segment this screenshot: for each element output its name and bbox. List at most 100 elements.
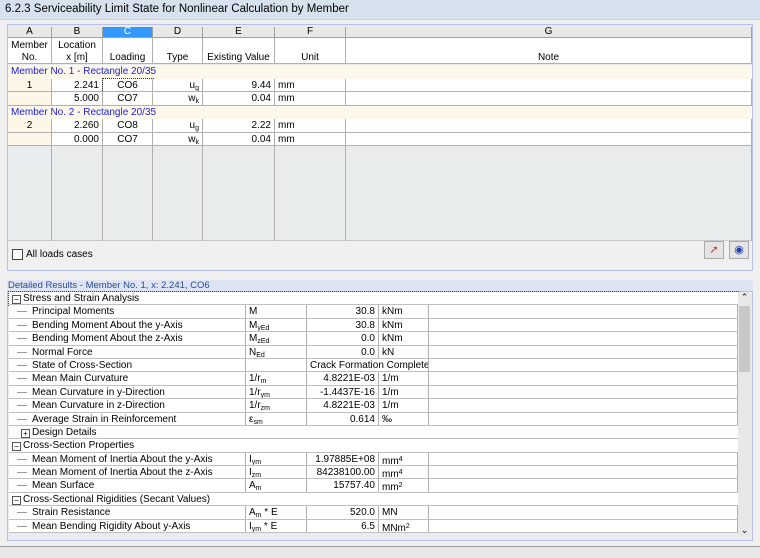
scroll-thumb[interactable] [739, 306, 750, 372]
location-x-cell[interactable]: 0.000 [52, 132, 103, 146]
type-cell[interactable]: wk [153, 132, 203, 146]
existing-value-cell[interactable]: 2.22 [203, 119, 275, 133]
item-value: 0.0 [307, 332, 379, 345]
collapse-icon[interactable]: − [12, 442, 21, 452]
type-cell[interactable]: wk [153, 92, 203, 106]
item-label: Mean Curvature in z-Direction [9, 399, 246, 412]
column-label-row: Member No. Location x [m] Loading Type Existin… [8, 38, 752, 64]
item-label: Bending Moment About the y-Axis [9, 318, 246, 332]
extra-cell [429, 519, 738, 533]
detail-row[interactable]: Bending Moment About the y-Axis MyEd 30.8 k… [9, 318, 738, 333]
loading-cell[interactable]: CO6 [102, 77, 154, 93]
table-row[interactable]: 2 2.260 CO8 ug 2.22 mm [8, 119, 752, 133]
label-line-1: Member [11, 40, 48, 51]
all-loads-checkbox[interactable]: All loads cases [12, 249, 93, 260]
member-group-header[interactable]: Member No. 1 - Rectangle 20/35 [8, 65, 752, 79]
collapse-icon[interactable]: − [12, 495, 21, 505]
existing-value-cell[interactable]: 0.04 [203, 132, 275, 146]
member-no-cell[interactable] [8, 132, 52, 146]
type-subscript: g [195, 84, 199, 92]
column-divider [346, 146, 752, 241]
existing-value-cell[interactable]: 0.04 [203, 92, 275, 106]
existing-value-cell[interactable]: 9.44 [203, 78, 275, 92]
member-no-cell[interactable]: 1 [8, 78, 52, 92]
column-label: Loading [103, 38, 153, 64]
detail-row[interactable]: Mean Curvature in y-Direction 1/rym -1.443… [9, 385, 738, 400]
loading-cell[interactable]: CO7 [103, 92, 153, 106]
scroll-down-icon[interactable]: ⌄ [740, 525, 749, 535]
label-line-2: Type [166, 52, 189, 63]
column-header-F[interactable]: F [275, 27, 346, 38]
detail-row[interactable]: Mean Surface Am 15757.40 mm2 [9, 479, 738, 493]
detail-row[interactable]: Mean Curvature in z-Direction 1/rzm 4.8221… [9, 399, 738, 413]
tree-line [17, 324, 27, 326]
unit-cell[interactable]: mm [275, 119, 346, 133]
symbol-subscript: zm [251, 472, 262, 479]
note-cell[interactable] [346, 119, 752, 133]
type-subscript: k [195, 98, 200, 105]
pick-button[interactable]: ➚ [704, 241, 724, 259]
collapse-icon[interactable]: − [12, 295, 21, 304]
column-header-C[interactable]: C [103, 27, 153, 38]
tree-line [17, 351, 27, 353]
item-symbol: NEd [246, 345, 307, 358]
item-label: Mean Bending Rigidity About y-Axis [9, 519, 246, 533]
view-button[interactable]: ◉ [729, 241, 749, 259]
column-header-G[interactable]: G [346, 27, 752, 38]
detail-row[interactable]: Average Strain in Reinforcement εsm 0.614 ‰ [9, 412, 738, 426]
member-no-cell[interactable]: 2 [8, 119, 52, 133]
table-row[interactable]: 1 2.241 CO6 ug 9.44 mm [8, 77, 752, 93]
detail-row[interactable]: Bending Moment About the z-Axis MzEd 0.0 kN… [9, 332, 738, 346]
loading-cell[interactable]: CO7 [103, 132, 153, 146]
member-group-header[interactable]: Member No. 2 - Rectangle 20/35 [8, 105, 752, 119]
type-cell[interactable]: ug [153, 78, 203, 92]
column-header-E[interactable]: E [203, 27, 275, 38]
detail-row[interactable]: Normal Force NEd 0.0 kN [9, 345, 738, 359]
extra-cell [429, 506, 738, 519]
note-cell[interactable] [346, 92, 752, 106]
loading-cell[interactable]: CO8 [103, 119, 153, 133]
type-cell[interactable]: ug [153, 119, 203, 133]
detail-row[interactable]: Principal Moments M 30.8 kNm [9, 305, 738, 319]
label-line-2: No. [21, 52, 38, 63]
item-label: Mean Surface [9, 479, 246, 492]
note-cell[interactable] [346, 132, 752, 146]
extra-cell [429, 412, 738, 425]
scrollbar[interactable]: ⌃ ⌄ [738, 292, 751, 536]
member-no-cell[interactable] [8, 92, 52, 106]
location-x-cell[interactable]: 2.241 [52, 78, 103, 92]
tree-line [17, 525, 27, 527]
table-row[interactable]: 0.000 CO7 wk 0.04 mm [8, 132, 752, 146]
note-cell[interactable] [346, 78, 752, 92]
symbol: 1/r [249, 373, 261, 385]
detail-tree: − Stress and Strain Analysis Principal Mom… [8, 290, 739, 534]
checkbox-box[interactable] [12, 249, 23, 260]
unit-cell[interactable]: mm [275, 78, 346, 92]
detail-row[interactable]: − Cross-Sectional Rigidities (Secant Valu… [9, 492, 738, 507]
detail-row[interactable]: Mean Moment of Inertia About the z-Axis I… [9, 466, 738, 480]
item-unit: kNm [379, 332, 429, 345]
scroll-up-icon[interactable]: ⌃ [740, 292, 749, 302]
type-symbol: u [189, 120, 196, 131]
detail-row[interactable]: − Stress and Strain Analysis [8, 290, 739, 307]
detail-row[interactable]: Mean Moment of Inertia About the y-Axis I… [9, 452, 738, 467]
item-label: Mean Moment of Inertia About the y-Axis [9, 452, 246, 466]
table-row[interactable]: 5.000 CO7 wk 0.04 mm [8, 92, 752, 106]
extra-cell [429, 399, 738, 412]
detail-row[interactable]: + Design Details [9, 425, 738, 440]
unit-cell[interactable]: mm [275, 132, 346, 146]
detail-row[interactable]: − Cross-Section Properties [9, 439, 738, 453]
location-x-cell[interactable]: 2.260 [52, 119, 103, 133]
detail-row[interactable]: State of Cross-Section Crack Formation Co… [9, 358, 738, 373]
unit-cell[interactable]: mm [275, 92, 346, 106]
unit-superscript: 4 [398, 469, 403, 477]
column-header-A[interactable]: A [8, 27, 52, 38]
detail-row[interactable]: Mean Bending Rigidity About y-Axis Iym * … [9, 519, 738, 534]
detail-row[interactable]: Strain Resistance Am * E 520.0 MN [9, 506, 738, 520]
detail-row[interactable]: Mean Main Curvature 1/rm 4.8221E-03 1/m [9, 372, 738, 386]
expand-icon[interactable]: + [21, 428, 30, 438]
item-label: Mean Main Curvature [9, 372, 246, 385]
column-header-D[interactable]: D [153, 27, 203, 38]
location-x-cell[interactable]: 5.000 [52, 92, 103, 106]
column-header-B[interactable]: B [52, 27, 103, 38]
